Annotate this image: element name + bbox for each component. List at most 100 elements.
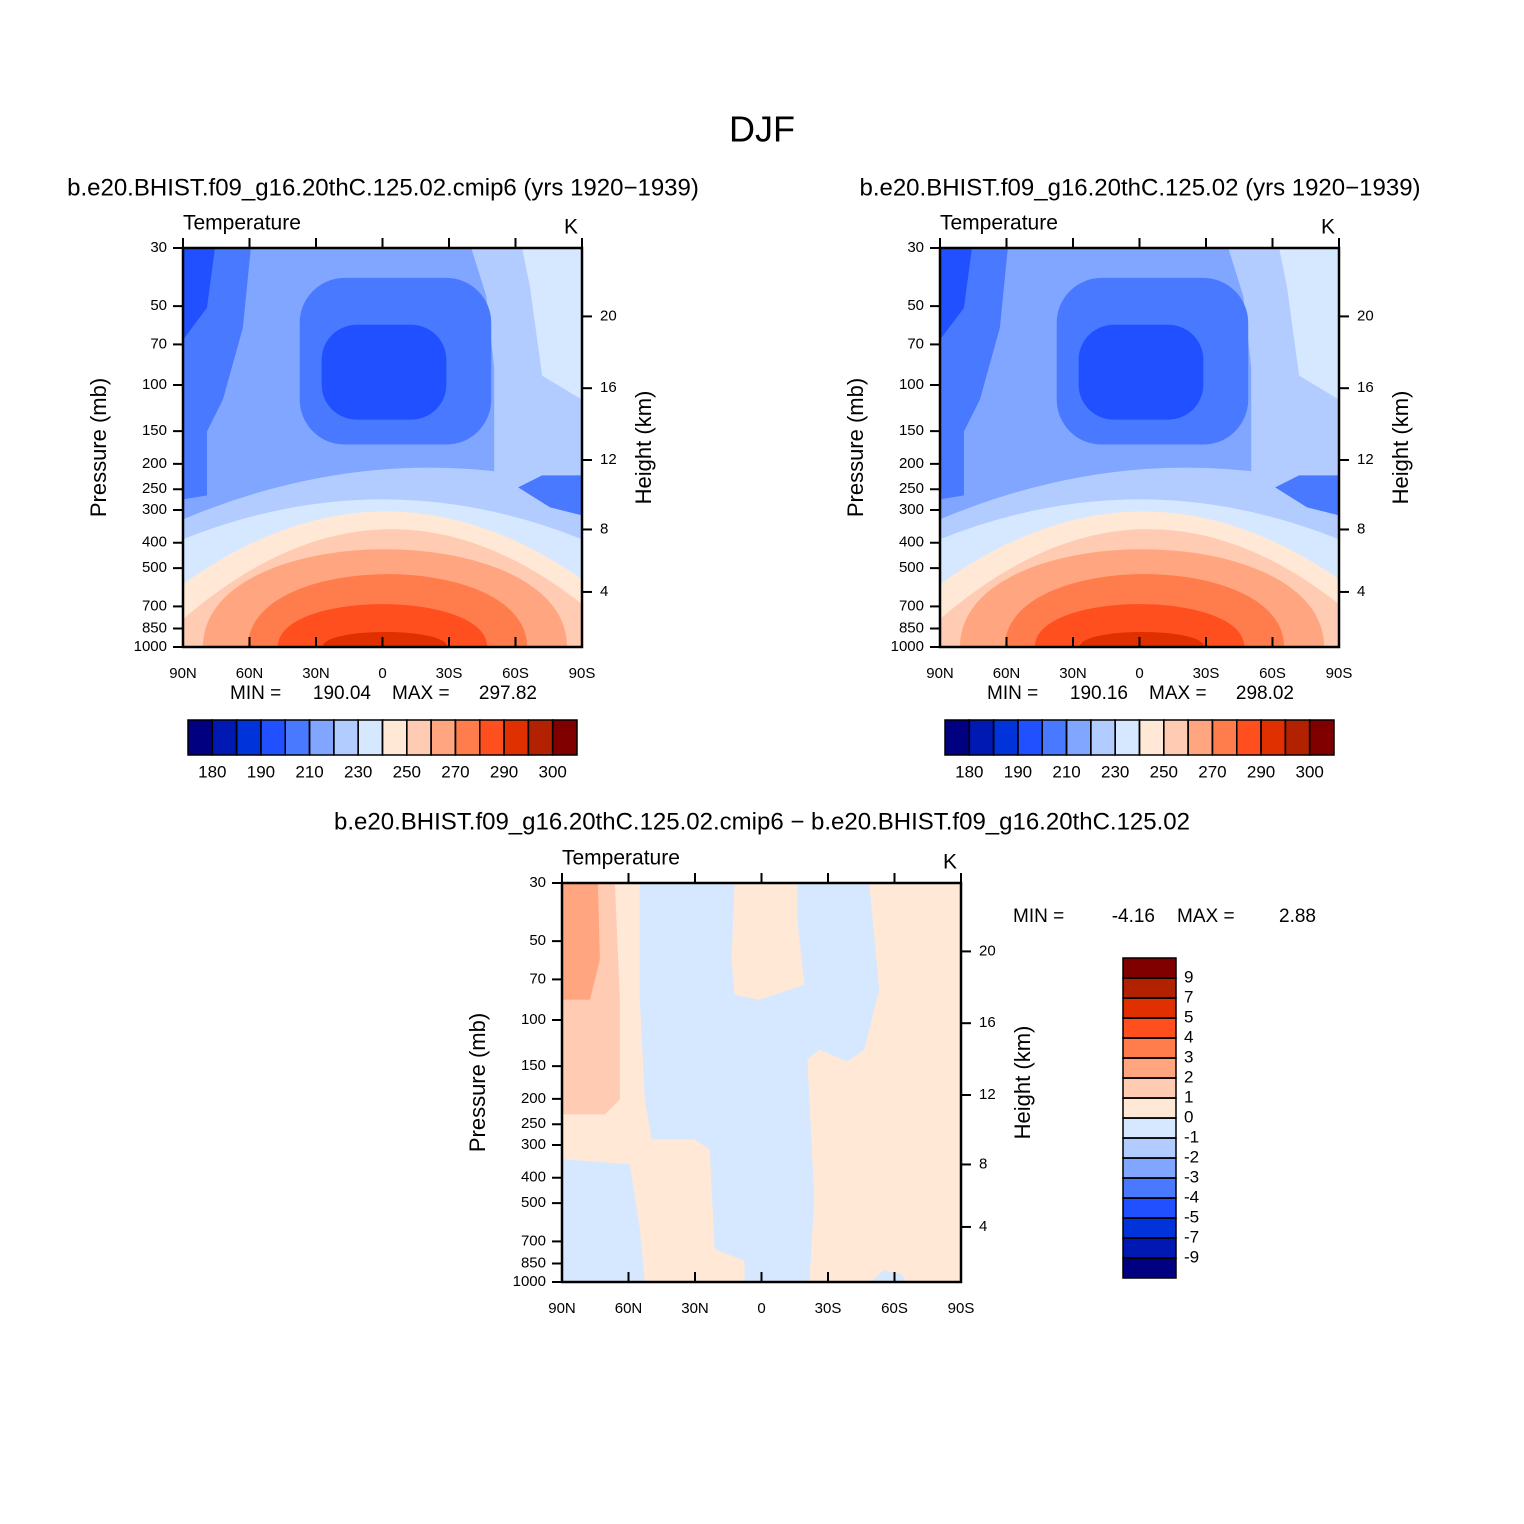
contour-region bbox=[518, 475, 582, 516]
colorbar-box bbox=[968, 719, 995, 756]
panel: b.e20.BHIST.f09_g16.20thC.125.02.cmip6 (… bbox=[67, 174, 699, 781]
contour-region bbox=[522, 248, 582, 400]
x-tick-label: 30N bbox=[681, 1300, 709, 1317]
colorbar-box bbox=[1090, 719, 1116, 756]
colorbar-box bbox=[357, 719, 384, 756]
y-tick-label: 1000 bbox=[134, 638, 167, 655]
contour-region bbox=[1279, 248, 1339, 400]
colorbar-label: -7 bbox=[1184, 1227, 1199, 1246]
y2-tick-label: 4 bbox=[1357, 583, 1365, 600]
colorbar-label: 270 bbox=[441, 762, 469, 781]
x-tick-label: 30S bbox=[436, 665, 463, 682]
colorbar-box bbox=[1122, 1257, 1177, 1279]
colorbar-box bbox=[992, 719, 1019, 756]
colorbar-box bbox=[551, 719, 578, 756]
colorbar-label: -2 bbox=[1184, 1147, 1199, 1166]
colorbar-box bbox=[527, 719, 554, 756]
contour-region bbox=[562, 883, 600, 1000]
colorbar-box bbox=[479, 719, 505, 756]
x-tick-label: 90N bbox=[926, 665, 954, 682]
colorbar-box bbox=[1122, 997, 1177, 1019]
x-tick-label: 60N bbox=[993, 665, 1021, 682]
colorbar-label: 290 bbox=[490, 762, 518, 781]
y-tick-label: 50 bbox=[529, 932, 546, 949]
colorbar-label: -4 bbox=[1184, 1187, 1199, 1206]
colorbar-label: 1 bbox=[1184, 1087, 1193, 1106]
min-label: MIN = bbox=[1013, 906, 1064, 927]
colorbar-box bbox=[1017, 719, 1043, 756]
colorbar-box bbox=[1114, 719, 1141, 756]
y-tick-label: 300 bbox=[521, 1136, 546, 1153]
colorbar-box bbox=[1122, 1197, 1177, 1219]
y-tick-label: 850 bbox=[899, 619, 924, 636]
y-tick-label: 200 bbox=[899, 455, 924, 472]
max-value: 298.02 bbox=[1236, 683, 1294, 704]
contour-region bbox=[321, 324, 447, 420]
y-tick-label: 700 bbox=[521, 1232, 546, 1249]
contour-region bbox=[940, 248, 972, 340]
colorbar-box bbox=[1211, 719, 1238, 756]
panel-title: b.e20.BHIST.f09_g16.20thC.125.02 (yrs 19… bbox=[859, 174, 1420, 201]
y2-tick-label: 20 bbox=[600, 307, 617, 324]
colorbar-box bbox=[1041, 719, 1068, 756]
colorbar-box bbox=[1122, 1097, 1177, 1119]
colorbar-box bbox=[1260, 719, 1287, 756]
contour-region bbox=[1079, 632, 1205, 647]
colorbar-box bbox=[1122, 1057, 1177, 1079]
contour-fill bbox=[562, 883, 961, 1282]
contour-region bbox=[322, 632, 448, 647]
y2-tick-label: 12 bbox=[979, 1086, 996, 1103]
left-label: Temperature bbox=[940, 212, 1058, 235]
y-axis-title: Pressure (mb) bbox=[843, 378, 868, 517]
x-tick-label: 30N bbox=[302, 665, 330, 682]
colorbar-box bbox=[1122, 1037, 1177, 1059]
colorbar-box bbox=[406, 719, 432, 756]
y-tick-label: 850 bbox=[142, 619, 167, 636]
y-tick-label: 70 bbox=[907, 335, 924, 352]
max-label: MAX = bbox=[1177, 906, 1235, 927]
x-tick-label: 0 bbox=[757, 1300, 765, 1317]
colorbar-box bbox=[1065, 719, 1092, 756]
colorbar-box bbox=[1122, 1017, 1177, 1039]
y2-tick-label: 16 bbox=[1357, 379, 1374, 396]
panel-title: b.e20.BHIST.f09_g16.20thC.125.02.cmip6 −… bbox=[334, 808, 1190, 835]
y-tick-label: 400 bbox=[521, 1169, 546, 1186]
min-value: 190.16 bbox=[1070, 683, 1128, 704]
contour-region bbox=[277, 604, 488, 647]
x-tick-label: 0 bbox=[1135, 665, 1143, 682]
y-tick-label: 100 bbox=[899, 376, 924, 393]
contour-fill bbox=[940, 248, 1339, 647]
colorbar-box bbox=[308, 719, 335, 756]
colorbar-box bbox=[1122, 1237, 1177, 1259]
colorbar-label: 250 bbox=[393, 762, 421, 781]
contour-region bbox=[1034, 604, 1245, 647]
colorbar-box bbox=[1122, 1077, 1177, 1099]
colorbar-label: 7 bbox=[1184, 987, 1193, 1006]
y-tick-label: 150 bbox=[899, 422, 924, 439]
x-tick-label: 90S bbox=[948, 1300, 975, 1317]
min-label: MIN = bbox=[987, 683, 1038, 704]
colorbar-label: 4 bbox=[1184, 1027, 1193, 1046]
y-tick-label: 300 bbox=[142, 501, 167, 518]
colorbar-box bbox=[1122, 957, 1177, 979]
y-tick-label: 50 bbox=[907, 297, 924, 314]
colorbar-box bbox=[1122, 1117, 1177, 1139]
y-tick-label: 400 bbox=[142, 534, 167, 551]
colorbar-box bbox=[211, 719, 238, 756]
y2-tick-label: 16 bbox=[600, 379, 617, 396]
colorbar-label: 0 bbox=[1184, 1107, 1193, 1126]
colorbar-box bbox=[503, 719, 530, 756]
y-tick-label: 70 bbox=[529, 970, 546, 987]
colorbar-label: -5 bbox=[1184, 1207, 1199, 1226]
colorbar-label: 3 bbox=[1184, 1047, 1193, 1066]
colorbar-box bbox=[1122, 1157, 1177, 1179]
contour-region bbox=[871, 1270, 907, 1282]
colorbar-box bbox=[187, 719, 214, 756]
colorbar-box bbox=[1284, 719, 1311, 756]
x-tick-label: 30S bbox=[815, 1300, 842, 1317]
y-tick-label: 150 bbox=[142, 422, 167, 439]
y2-tick-label: 8 bbox=[979, 1155, 987, 1172]
y-tick-label: 250 bbox=[142, 480, 167, 497]
